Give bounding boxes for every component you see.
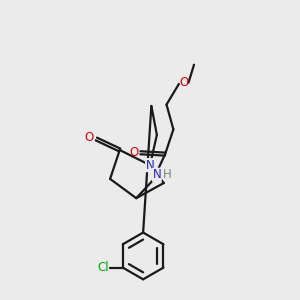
Text: N: N [146, 159, 154, 172]
Text: O: O [130, 146, 139, 159]
Text: Cl: Cl [98, 261, 109, 274]
Text: O: O [180, 76, 189, 89]
Text: O: O [85, 131, 94, 144]
Text: N: N [152, 168, 161, 181]
Text: H: H [163, 168, 171, 181]
